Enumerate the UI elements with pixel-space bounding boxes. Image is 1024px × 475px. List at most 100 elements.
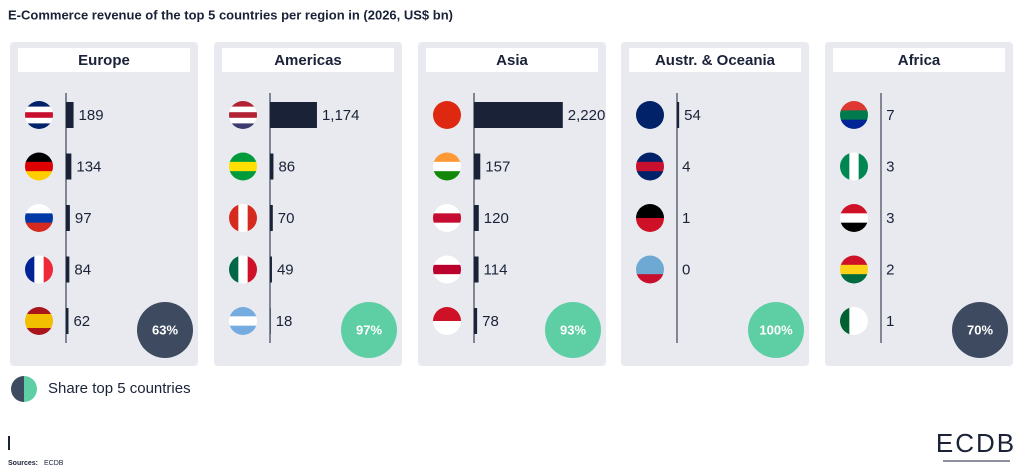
flag xyxy=(25,204,53,232)
share-circle xyxy=(952,302,1008,358)
value-label: 86 xyxy=(278,158,295,175)
panel-header xyxy=(18,48,190,72)
bar xyxy=(270,153,274,180)
flag xyxy=(840,307,868,335)
source-marker xyxy=(8,436,10,450)
panel-title: Europe xyxy=(78,52,130,69)
flag-stripe xyxy=(229,325,257,335)
flag-stripe xyxy=(433,204,461,214)
panel-header xyxy=(426,48,598,72)
flag-stripe xyxy=(433,161,461,172)
value-label: 78 xyxy=(482,313,499,330)
flag-stripe xyxy=(247,255,257,284)
flag-stripe xyxy=(25,171,53,181)
legend-swatch xyxy=(24,376,37,402)
flag-stripe xyxy=(229,117,257,124)
flag-stripe xyxy=(636,274,664,284)
flag-stripe xyxy=(25,222,53,232)
flag xyxy=(25,101,53,129)
value-label: 1 xyxy=(682,210,690,227)
flag xyxy=(229,204,257,232)
panel xyxy=(10,42,198,366)
panel-header xyxy=(629,48,801,72)
flag-stripe xyxy=(433,101,461,116)
flag-stripe xyxy=(840,222,868,232)
bar xyxy=(474,308,478,334)
flag-stripe xyxy=(34,255,45,284)
legend-label: Share top 5 countries xyxy=(48,380,191,397)
flag-stripe xyxy=(636,101,664,116)
flag xyxy=(229,101,257,129)
flag-stripe xyxy=(636,218,664,232)
value-label: 54 xyxy=(684,107,701,124)
bar xyxy=(66,205,70,231)
flag xyxy=(433,101,461,129)
logo: ECDB xyxy=(936,428,1016,458)
value-label: 0 xyxy=(682,261,690,278)
flag xyxy=(25,255,53,284)
value-label: 3 xyxy=(886,210,894,227)
flag-stripe xyxy=(858,152,868,181)
flag-stripe xyxy=(229,101,257,108)
share-label: 97% xyxy=(356,322,382,337)
flag-stripe xyxy=(433,222,461,232)
flag xyxy=(840,152,868,181)
flag-stripe xyxy=(229,255,239,284)
flag-stripe xyxy=(840,255,868,266)
chart-title: E-Commerce revenue of the top 5 countrie… xyxy=(8,7,453,22)
value-label: 120 xyxy=(484,210,509,227)
flag-stripe xyxy=(25,255,35,284)
flag-stripe xyxy=(433,171,461,181)
flag-stripe xyxy=(840,101,868,111)
flag-stripe xyxy=(25,112,53,119)
value-label: 62 xyxy=(73,313,90,330)
flag-stripe xyxy=(858,307,868,335)
flag-stripe xyxy=(25,152,53,163)
flag xyxy=(229,255,257,284)
flag xyxy=(433,204,461,232)
panel xyxy=(825,42,1013,366)
flag-stripe xyxy=(433,274,461,284)
value-label: 18 xyxy=(276,313,293,330)
flag-stripe xyxy=(25,106,53,113)
flag-stripe xyxy=(840,119,868,129)
value-label: 2 xyxy=(886,261,894,278)
bar xyxy=(474,102,563,128)
value-label: 189 xyxy=(79,107,104,124)
flag-stripe xyxy=(238,255,249,284)
flag-stripe xyxy=(229,152,257,163)
flag-stripe xyxy=(229,123,257,129)
flag-stripe xyxy=(840,110,868,121)
flag xyxy=(433,307,461,335)
flag-stripe xyxy=(636,161,664,172)
flag xyxy=(25,307,53,335)
flag-stripe xyxy=(433,307,461,322)
share-label: 63% xyxy=(152,322,178,337)
flag xyxy=(433,255,461,284)
flag xyxy=(636,101,664,129)
flag-stripe xyxy=(636,204,664,219)
flag-stripe xyxy=(433,115,461,129)
value-label: 114 xyxy=(484,261,508,278)
flag-stripe xyxy=(25,101,53,108)
panel xyxy=(621,42,809,366)
bar xyxy=(270,256,272,283)
value-label: 3 xyxy=(886,158,894,175)
flag-stripe xyxy=(636,171,664,181)
panel-title: Africa xyxy=(898,52,941,69)
flag-stripe xyxy=(849,152,860,181)
flag-stripe xyxy=(229,316,257,327)
bar xyxy=(66,256,70,283)
flag-stripe xyxy=(25,161,53,172)
value-label: 49 xyxy=(277,261,294,278)
flag-stripe xyxy=(25,204,53,214)
share-label: 93% xyxy=(560,322,586,337)
flag xyxy=(25,152,53,181)
share-circle xyxy=(137,302,193,358)
flag xyxy=(636,152,664,181)
value-label: 1,174 xyxy=(322,107,360,124)
flag-stripe xyxy=(229,161,257,172)
source-label: Sources: xyxy=(8,460,38,467)
flag-stripe xyxy=(25,307,53,315)
